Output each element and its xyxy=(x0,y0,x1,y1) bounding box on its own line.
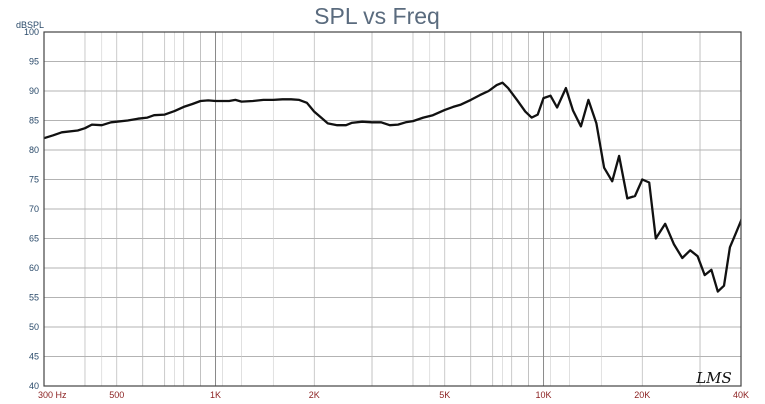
y-tick-label: 50 xyxy=(29,322,39,332)
spl-response-line xyxy=(44,81,741,293)
data-series xyxy=(44,81,741,293)
y-tick-label: 60 xyxy=(29,263,39,273)
y-tick-label: 95 xyxy=(29,57,39,67)
lms-watermark: LMS xyxy=(695,369,732,387)
chart-title: SPL vs Freq xyxy=(314,3,440,29)
y-tick-label: 45 xyxy=(29,352,39,362)
y-tick-label: 70 xyxy=(29,204,39,214)
x-tick-label: 40K xyxy=(733,390,749,400)
grid-lines xyxy=(43,31,742,387)
y-axis-unit-label: dBSPL xyxy=(16,20,44,30)
x-tick-label: 300 Hz xyxy=(38,390,67,400)
y-tick-label: 65 xyxy=(29,234,39,244)
y-tick-label: 80 xyxy=(29,145,39,155)
x-tick-label: 2K xyxy=(309,390,320,400)
plot-frame xyxy=(43,31,742,387)
x-tick-label: 500 xyxy=(109,390,124,400)
x-tick-label: 10K xyxy=(536,390,552,400)
y-tick-label: 100 xyxy=(24,27,39,37)
x-tick-label: 5K xyxy=(439,390,450,400)
y-tick-label: 40 xyxy=(29,381,39,391)
x-tick-label: 20K xyxy=(634,390,650,400)
axis-labels: 40 45 50 55 60 65 70 75 80 85 90 95 100 300 Hz 500 1K 2K… xyxy=(24,27,749,400)
y-tick-label: 85 xyxy=(29,116,39,126)
x-tick-label: 1K xyxy=(210,390,221,400)
y-tick-label: 55 xyxy=(29,293,39,303)
y-tick-label: 90 xyxy=(29,86,39,96)
y-tick-label: 75 xyxy=(29,175,39,185)
